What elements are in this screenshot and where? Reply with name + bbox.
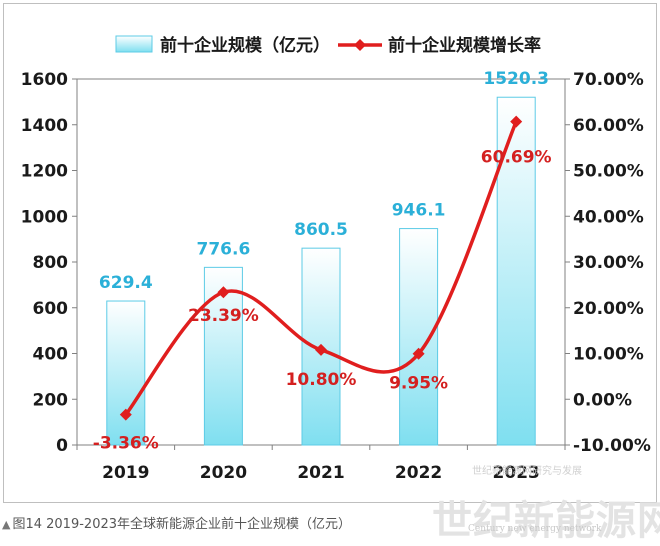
bar	[399, 228, 439, 446]
y-right-tick-label: 40.00%	[573, 207, 644, 227]
y-left-tick-label: 400	[33, 345, 69, 365]
line-point	[315, 343, 327, 356]
legend-bar-label: 前十企业规模（亿元）	[160, 35, 330, 56]
x-category-label: 2020	[200, 463, 247, 483]
watermark-logo: 世纪新能源网	[432, 497, 660, 544]
legend: 前十企业规模（亿元） 前十企业规模增长率	[115, 35, 541, 56]
chart-frame: 前十企业规模（亿元） 前十企业规模增长率 0 200 400 600 800 1000 120…	[3, 3, 657, 503]
caption-marker: ▲	[2, 518, 11, 531]
y-right-tick-label: 70.00%	[573, 70, 644, 90]
line-value-label: 9.95%	[389, 374, 448, 394]
watermark-stamp: 世纪新能源网研究与发展	[472, 466, 582, 477]
line-point	[119, 408, 132, 421]
bar	[301, 247, 341, 446]
y-right-tick-label: 50.00%	[573, 162, 644, 182]
bar-value-label: 860.5	[294, 220, 348, 240]
y-left-tick-label: 600	[33, 299, 69, 319]
y-right-tick-label: 20.00%	[573, 299, 644, 319]
x-category-label: 2023	[493, 463, 540, 483]
bar	[106, 300, 146, 446]
y-right-tick-label: -10.00%	[573, 436, 651, 456]
line-value-label: -3.36%	[93, 434, 159, 454]
x-category-label: 2019	[102, 463, 149, 483]
y-left-tick-label: 0	[56, 436, 68, 456]
y-left-tick-label: 1000	[21, 207, 68, 227]
bar-value-label: 776.6	[197, 239, 251, 259]
watermark-logo-subtitle: Century new energy network	[468, 524, 602, 534]
legend-bar-swatch	[115, 35, 153, 53]
bar-value-label: 629.4	[99, 273, 153, 293]
data-labels: 629.4 776.6 860.5 946.1 1520.3 -3.36% 23.39% 10…	[93, 69, 552, 453]
bar-value-label: 946.1	[392, 201, 446, 221]
figure-caption: ▲ 图14 2019-2023年全球新能源企业前十企业规模（亿元）	[2, 513, 351, 532]
line-value-label: 60.69%	[481, 148, 552, 168]
y-left-tick-label: 1400	[21, 116, 68, 136]
bar-value-label: 1520.3	[483, 69, 549, 89]
x-category-label: 2022	[395, 463, 442, 483]
legend-line-marker	[354, 39, 366, 51]
x-category-label: 2021	[297, 463, 344, 483]
combo-chart: 前十企业规模（亿元） 前十企业规模增长率 0 200 400 600 800 1000 120…	[21, 35, 651, 483]
y-right-tick-label: 30.00%	[573, 253, 644, 273]
y-right-tick-label: 60.00%	[573, 116, 644, 136]
line-series	[119, 115, 523, 421]
bar-series	[106, 96, 536, 446]
y-left-tick-label: 200	[33, 390, 69, 410]
line-point	[217, 286, 230, 299]
line-value-label: 23.39%	[188, 306, 259, 326]
line-point	[412, 347, 425, 360]
line-value-label: 10.80%	[286, 370, 357, 390]
line-point	[510, 115, 523, 128]
y-left-tick-label: 800	[33, 253, 69, 273]
y-left-tick-label: 1200	[21, 162, 68, 182]
axes: 0 200 400 600 800 1000 1200 1400 1600 -10.00% 0.00…	[21, 70, 651, 483]
caption-text: 图14 2019-2023年全球新能源企业前十企业规模（亿元）	[12, 517, 352, 532]
y-left-tick-label: 1600	[21, 70, 68, 90]
legend-line-label: 前十企业规模增长率	[388, 35, 541, 56]
y-right-tick-label: 10.00%	[573, 345, 644, 365]
y-right-tick-label: 0.00%	[573, 390, 632, 410]
